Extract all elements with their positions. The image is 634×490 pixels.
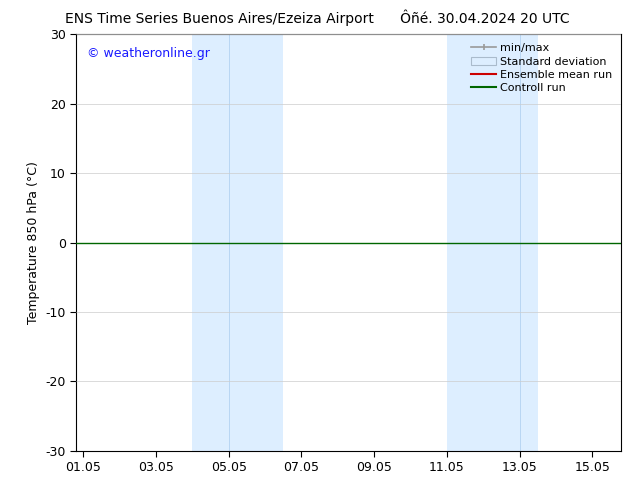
Bar xyxy=(192,34,283,451)
Legend: min/max, Standard deviation, Ensemble mean run, Controll run: min/max, Standard deviation, Ensemble me… xyxy=(468,40,616,97)
Text: ENS Time Series Buenos Aires/Ezeiza Airport      Ôñé. 30.04.2024 20 UTC: ENS Time Series Buenos Aires/Ezeiza Airp… xyxy=(65,10,569,26)
Y-axis label: Temperature 850 hPa (°C): Temperature 850 hPa (°C) xyxy=(27,161,40,324)
Text: © weatheronline.gr: © weatheronline.gr xyxy=(87,47,210,60)
Bar xyxy=(447,34,538,451)
